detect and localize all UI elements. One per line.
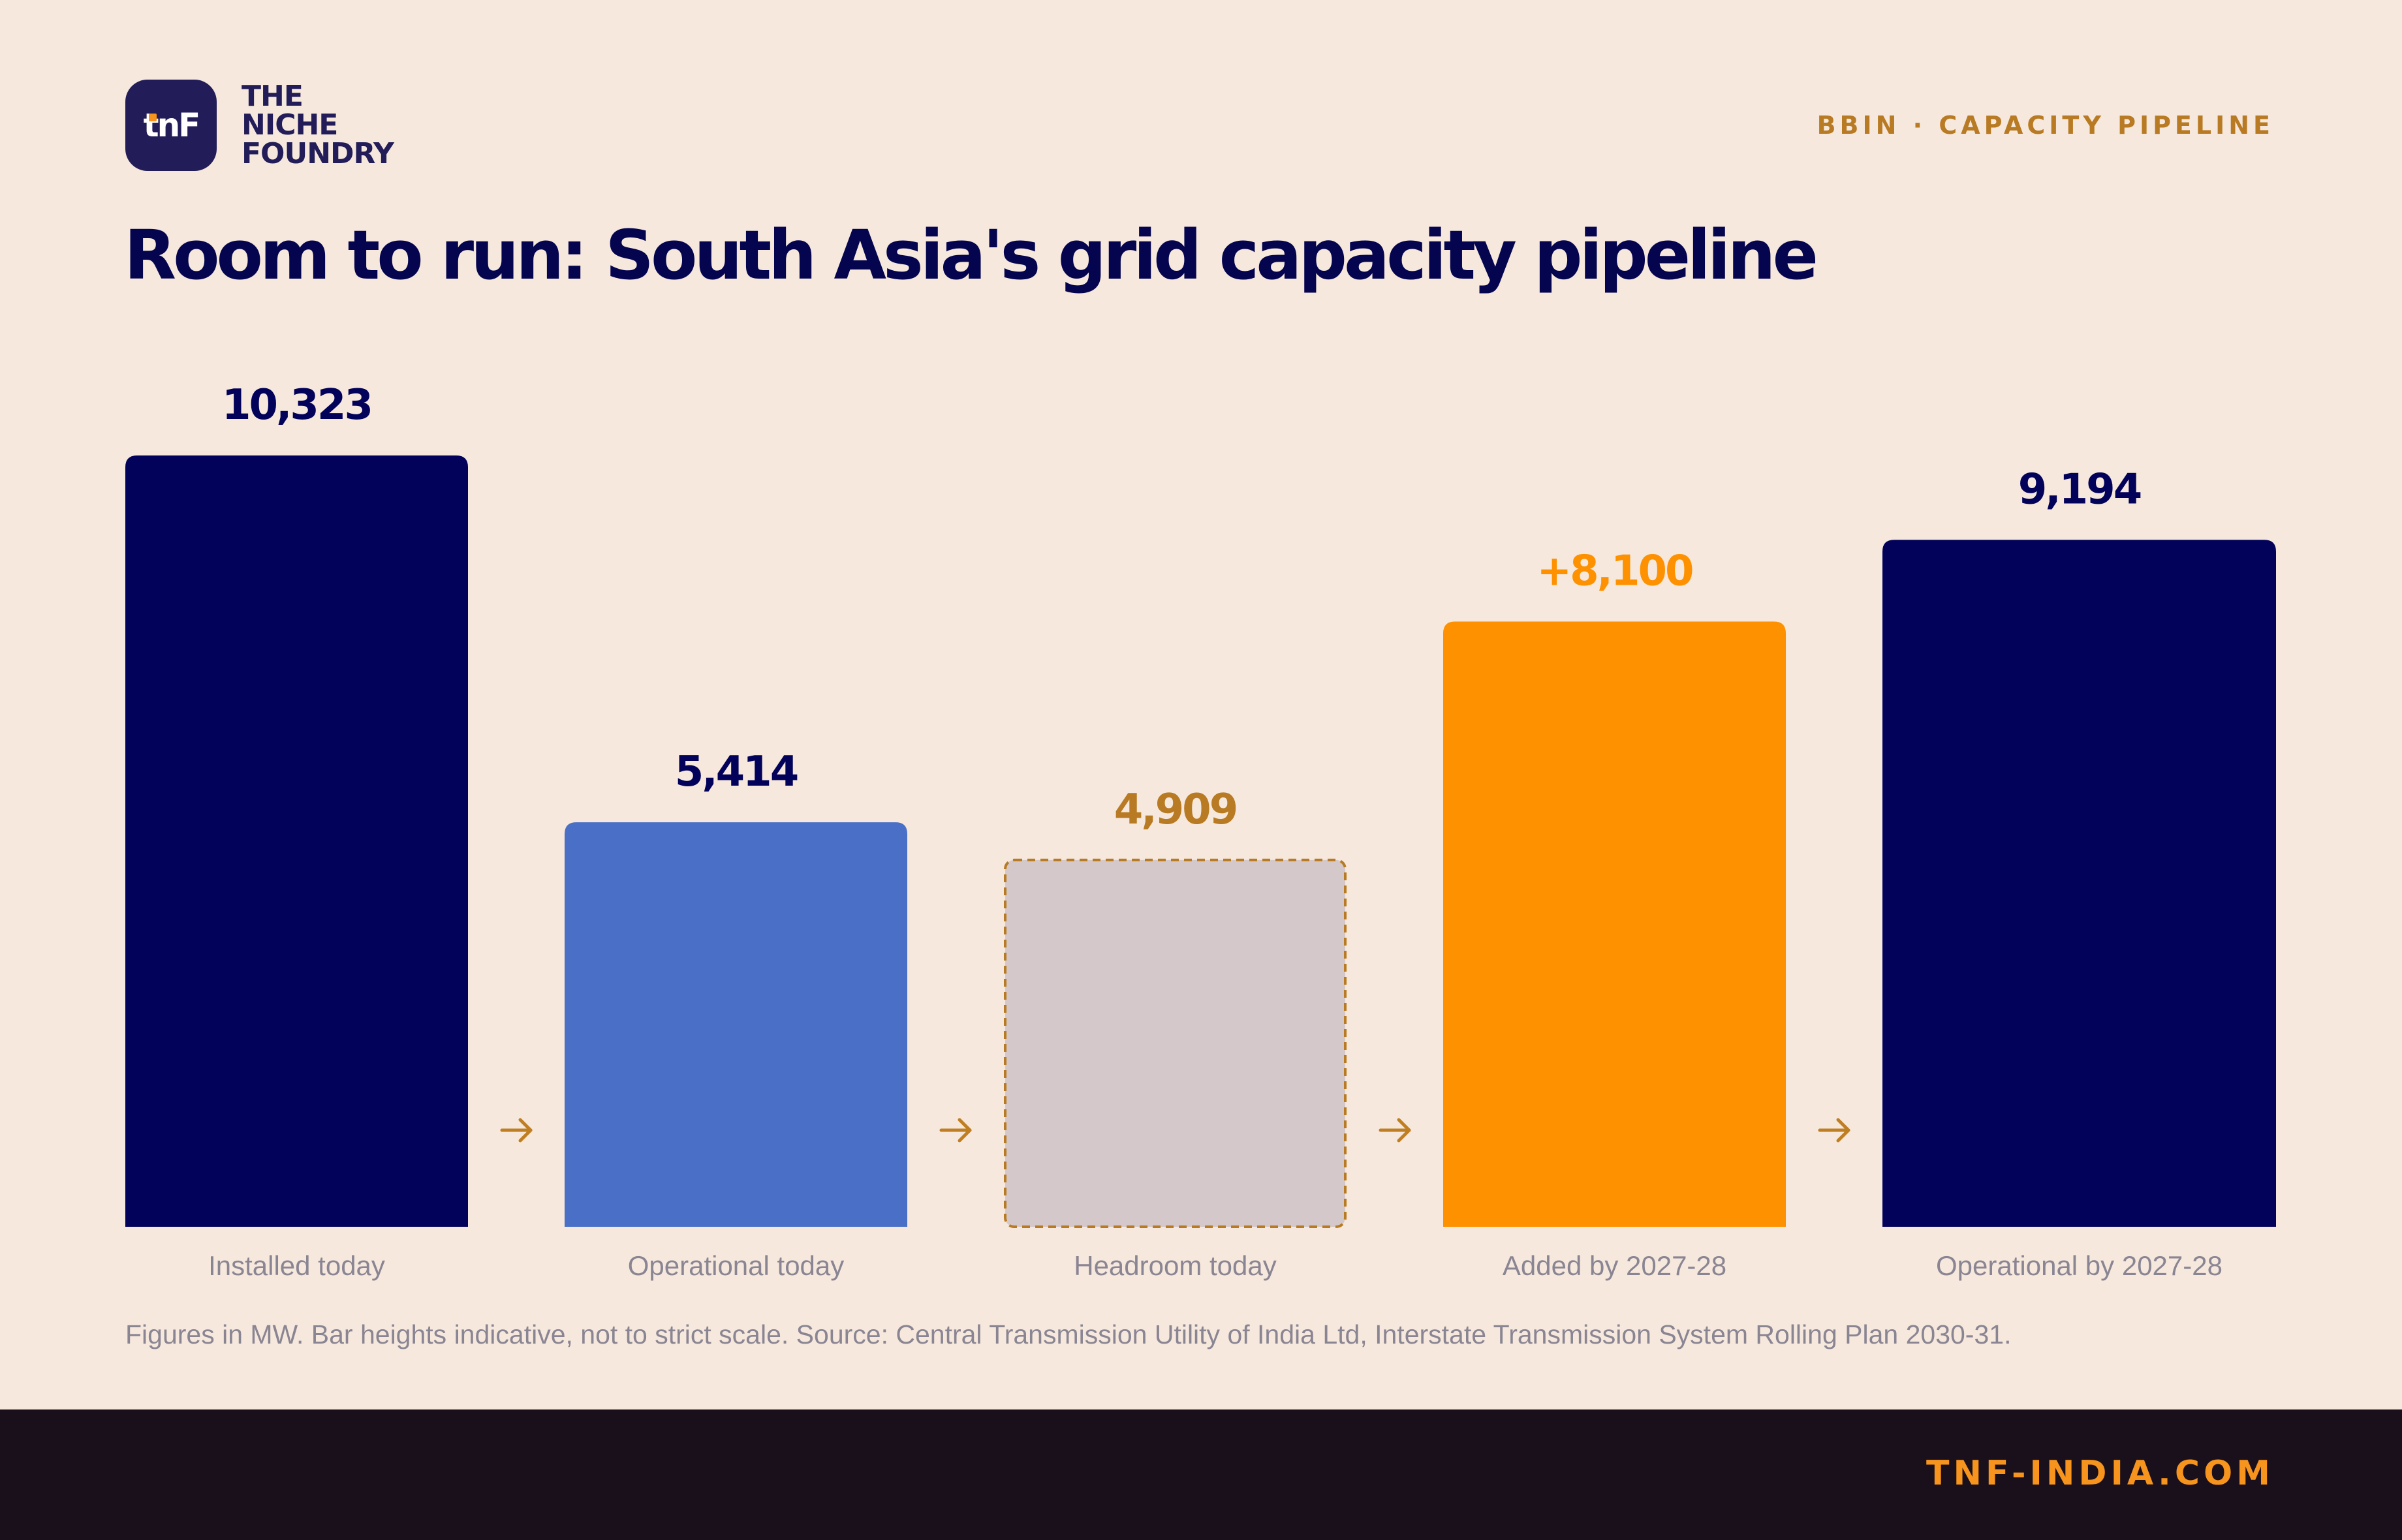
footer-bar: TNF-INDIA.COM [0, 1409, 2402, 1540]
brand-line: FOUNDRY [242, 137, 394, 170]
bar-2 [1004, 858, 1347, 1228]
arrow-right-icon [1379, 1118, 1411, 1143]
value-label-4: 9,194 [2018, 465, 2141, 514]
brand-line: NICHE [242, 108, 338, 142]
logo-mark: tnF [143, 106, 201, 144]
brand-name: THE NICHE FOUNDRY [242, 82, 394, 168]
arrow-right-icon [1818, 1118, 1850, 1143]
category-label-4: Operational by 2027-28 [1936, 1250, 2223, 1281]
category-label-3: Added by 2027-28 [1503, 1250, 1726, 1281]
brand-line: THE [242, 80, 304, 113]
arrow-right-icon [939, 1118, 972, 1143]
chart-title: Room to run: South Asia's grid capacity … [124, 215, 1818, 295]
logo-accent-dot [149, 114, 157, 121]
bar-chart: 10,323 Installed today 5,414 Operational to… [125, 381, 2276, 1281]
category-label-0: Installed today [208, 1250, 385, 1281]
logo-icon: tnF [125, 80, 217, 171]
arrow-right-icon [500, 1118, 533, 1143]
infographic-card: tnF THE NICHE FOUNDRY BBIN · CAPACITY PI… [124, 80, 2276, 1349]
section-kicker: BBIN · CAPACITY PIPELINE [1817, 111, 2274, 140]
bar-1 [565, 822, 907, 1227]
value-label-1: 5,414 [675, 748, 798, 796]
footer-url: TNF-INDIA.COM [1926, 1454, 2274, 1493]
source-footnote: Figures in MW. Bar heights indicative, n… [125, 1319, 2012, 1349]
value-label-3: +8,100 [1536, 547, 1692, 596]
value-label-2: 4,909 [1114, 786, 1236, 834]
bar-0 [125, 455, 468, 1227]
bar-4 [1882, 540, 2276, 1227]
category-label-1: Operational today [628, 1250, 845, 1281]
category-label-2: Headroom today [1074, 1250, 1277, 1281]
bar-3 [1443, 621, 1786, 1227]
value-label-0: 10,323 [222, 381, 371, 429]
